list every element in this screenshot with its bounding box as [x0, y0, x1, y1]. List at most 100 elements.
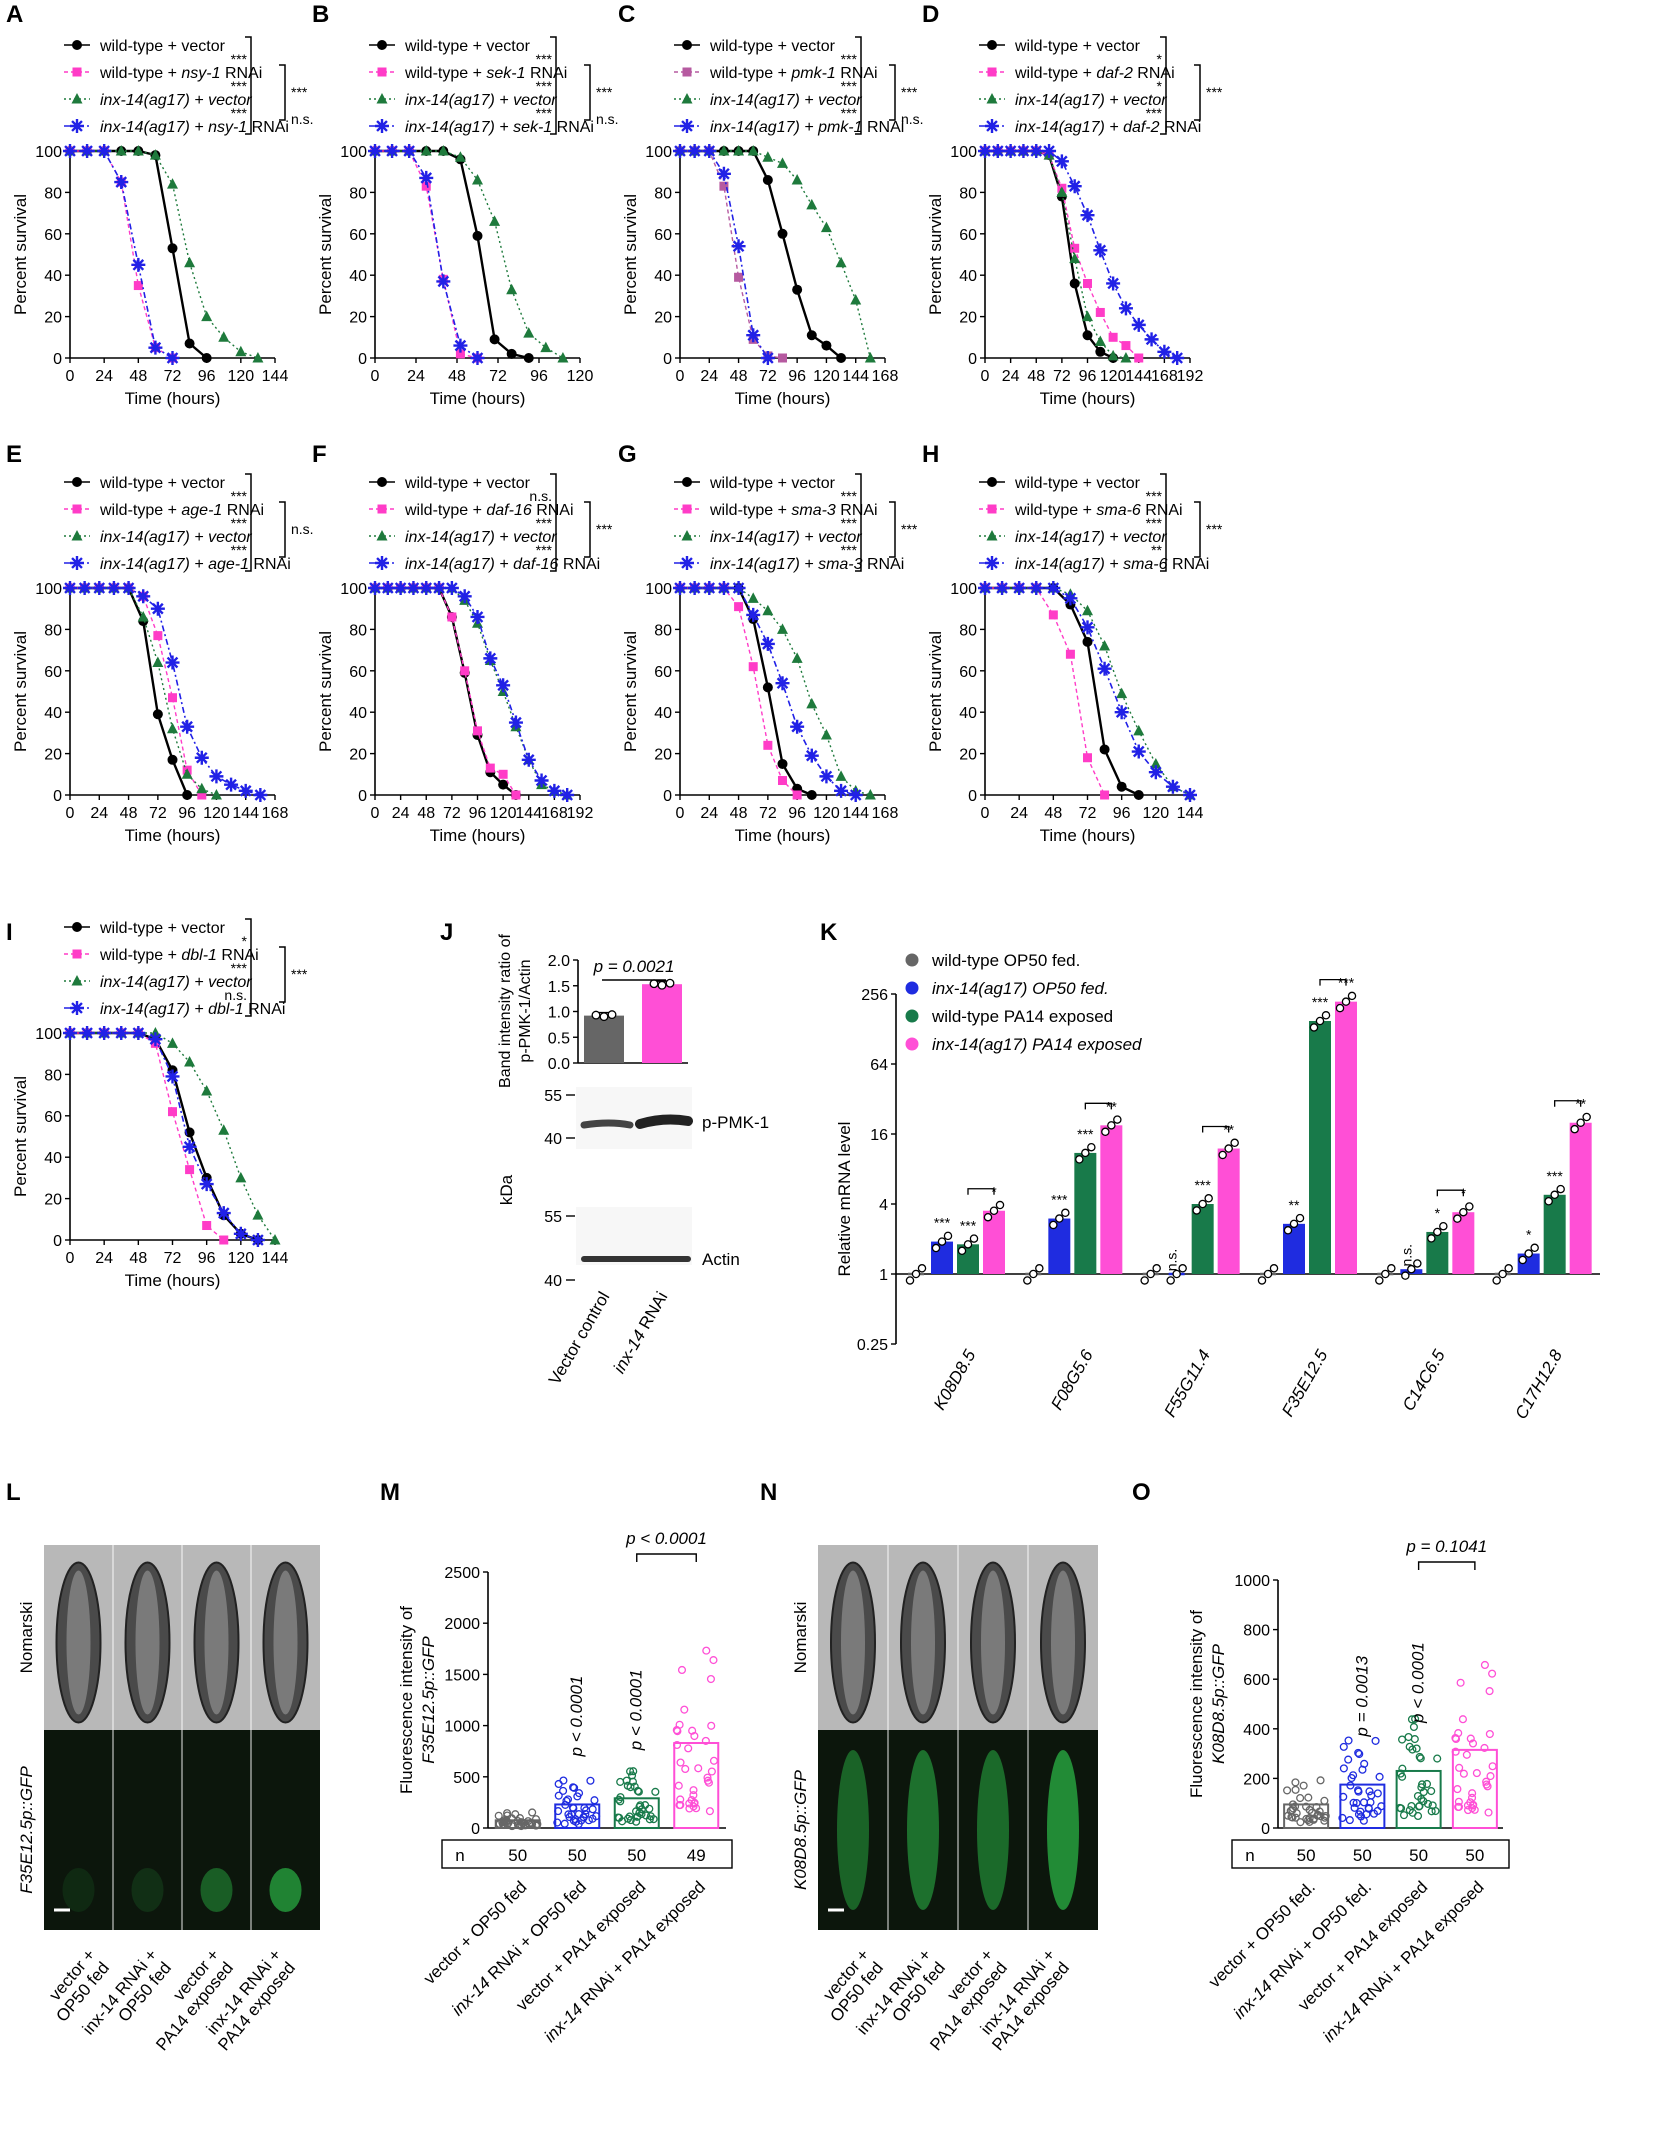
- panel-letter-f: F: [312, 441, 327, 468]
- legend-entry-3: inx-14(ag17) + vector: [405, 529, 557, 546]
- replicate-point: [702, 1646, 711, 1655]
- replicate-point: [1582, 1112, 1591, 1122]
- x-tick-label: 48: [129, 1250, 147, 1267]
- series-line-2: [680, 587, 798, 796]
- stats-label: ***: [841, 515, 858, 531]
- data-point-circle: [182, 790, 193, 800]
- replicate-point: [1355, 1749, 1364, 1759]
- series-line-4: [70, 1032, 259, 1241]
- data-point-star: [97, 1026, 112, 1040]
- replicate-point: [630, 1782, 639, 1791]
- y-tick-label: 100: [950, 581, 977, 598]
- legend-entry-2-part-1: daf-2: [1096, 65, 1133, 82]
- y-tick-label: 0: [358, 788, 367, 805]
- data-point-circle: [1095, 346, 1106, 357]
- stats-label: ***: [841, 542, 858, 558]
- replicate-point: [676, 1758, 685, 1767]
- x-tick-label: 96: [469, 805, 487, 822]
- worm-interior: [911, 1570, 935, 1715]
- n-value: 50: [508, 1846, 527, 1865]
- data-point-star: [368, 581, 382, 595]
- data-point-square: [133, 281, 143, 291]
- series-line-1: [70, 149, 208, 359]
- replicate-point: [559, 1786, 568, 1795]
- replicate-point: [1198, 1199, 1207, 1209]
- data-point-square: [460, 666, 470, 676]
- significance-label: ***: [1077, 1126, 1094, 1142]
- y-tick-label: 1: [879, 1267, 888, 1284]
- y-tick-label: 40: [654, 268, 672, 285]
- data-point-triangle: [1082, 310, 1093, 322]
- data-point-triangle: [835, 770, 847, 781]
- stats-label-outer: ***: [596, 84, 613, 100]
- legend-entry-4-part-0: inx-14(ag17) +: [710, 556, 818, 573]
- legend-marker-triangle: [71, 93, 83, 104]
- stats-label: ***: [231, 78, 248, 94]
- data-point-square: [778, 353, 787, 363]
- replicate-point: [1178, 1264, 1187, 1273]
- panel-letter-k: K: [820, 919, 838, 946]
- legend-entry-1: wild-type + vector: [1014, 38, 1141, 55]
- gfp-signal: [837, 1750, 869, 1910]
- replicate-point: [1431, 1806, 1440, 1816]
- y-tick-label: 16: [870, 1127, 888, 1144]
- replicate-point: [1287, 1812, 1296, 1822]
- x-tick-label: 168: [262, 805, 289, 822]
- data-point-square: [734, 602, 744, 612]
- legend-marker-triangle: [71, 530, 83, 541]
- replicate-point: [1113, 1115, 1122, 1124]
- replicate-point: [1140, 1276, 1149, 1285]
- replicate-point: [586, 1776, 595, 1785]
- data-point-star: [687, 144, 702, 158]
- replicate-point: [689, 1786, 698, 1795]
- data-point-triangle: [437, 145, 449, 156]
- stats-label: ***: [1146, 105, 1163, 121]
- replicate-point: [1454, 1729, 1463, 1738]
- x-tick-label: 96: [1113, 805, 1131, 822]
- replicate-point: [569, 1783, 578, 1792]
- data-point-star: [148, 340, 163, 355]
- stats-label-outer: ***: [291, 84, 308, 100]
- legend-entry-2-part-0: wild-type +: [404, 502, 486, 519]
- replicate-point: [588, 1805, 597, 1814]
- significance-label: ***: [934, 1215, 951, 1231]
- data-point-star: [995, 581, 1010, 595]
- stats-bracket-outer: [889, 501, 896, 558]
- replicate-point: [1230, 1138, 1239, 1148]
- pair-bracket: [967, 1188, 995, 1195]
- legend-entry: inx-14(ag17) PA14 exposed: [932, 1035, 1142, 1054]
- series-line-1: [985, 586, 1140, 797]
- replicate-point: [1309, 1814, 1319, 1823]
- legend-entry-4-part-1: sma-3: [818, 556, 863, 573]
- y-tick-label: 100: [950, 144, 977, 161]
- x-tick-label: 48: [129, 368, 147, 385]
- stats-bracket-outer: [584, 501, 591, 558]
- stats-bracket: [550, 473, 557, 572]
- n-table: [441, 1839, 733, 1869]
- x-tick-label: 120: [1100, 368, 1127, 385]
- stats-bracket-outer: [1194, 64, 1201, 121]
- x-tick-label: 96: [198, 368, 216, 385]
- y-tick-label: 40: [654, 705, 672, 722]
- y-tick-label: 1000: [444, 1719, 480, 1736]
- data-point-triangle: [820, 221, 832, 233]
- replicate-point: [1407, 1715, 1417, 1724]
- y-tick-label: 0: [53, 1233, 62, 1250]
- stats-label: ***: [231, 542, 248, 558]
- replicate-point: [553, 1818, 562, 1827]
- stats-label: ***: [231, 51, 248, 67]
- data-point-star: [775, 676, 790, 691]
- data-point-square: [1048, 610, 1058, 620]
- replicate-point: [651, 1787, 660, 1796]
- worm-interior: [1051, 1570, 1075, 1715]
- x-tick-label: 168: [1151, 368, 1178, 385]
- legend-entry-4-part-2: RNAi: [863, 119, 905, 136]
- x-tick-label: 72: [489, 368, 507, 385]
- legend-entry-2-part-2: RNAi: [532, 502, 574, 519]
- replicate-point: [591, 1010, 601, 1020]
- gfp-signal: [269, 1868, 302, 1912]
- worm-interior: [841, 1570, 865, 1715]
- replicate-point: [957, 1246, 967, 1256]
- stats-label-outer: ***: [901, 84, 918, 100]
- replicate-point: [1296, 1818, 1305, 1827]
